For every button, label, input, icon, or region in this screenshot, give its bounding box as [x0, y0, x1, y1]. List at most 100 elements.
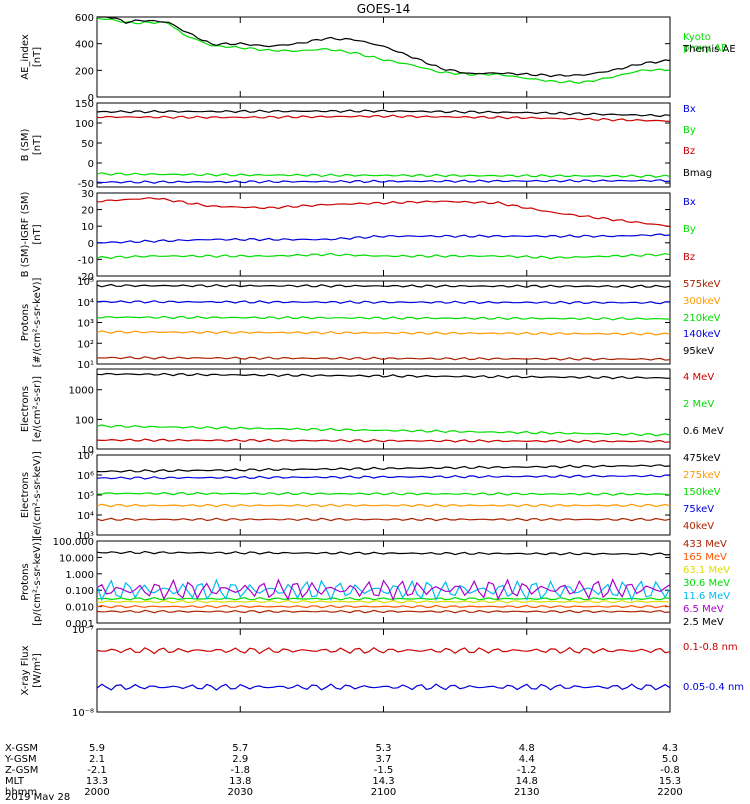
legend-label: Bz — [683, 146, 695, 157]
series-line-electrons_mev-0 — [96, 438, 671, 443]
y-tick-label: 10⁵ — [77, 277, 94, 288]
y-tick-label: 10 — [81, 222, 94, 233]
y-tick-label: -10 — [78, 255, 94, 266]
series-line-electrons_kev-2 — [96, 491, 671, 496]
orbit-value: 14.8 — [516, 776, 538, 787]
legend-label: 475keV — [683, 453, 721, 464]
series-line-bsm-1 — [96, 172, 671, 178]
y-axis-label: Electrons — [20, 386, 31, 432]
series-line-electrons_kev-1 — [96, 503, 671, 508]
legend-label: 150keV — [683, 487, 721, 498]
orbit-value: 13.8 — [229, 776, 251, 787]
orbit-value: 5.3 — [376, 743, 392, 754]
y-axis-label: Protons — [20, 563, 31, 600]
legend-label: 2.5 MeV — [683, 617, 724, 628]
legend-label: 300keV — [683, 296, 721, 307]
series-line-electrons_mev-2 — [96, 372, 671, 380]
orbit-value: 2.9 — [232, 754, 248, 765]
panel-frame-bsm — [96, 102, 671, 188]
y-tick-label: 20 — [81, 206, 94, 217]
orbit-value: 5.9 — [89, 743, 105, 754]
legend-label: 95keV — [683, 346, 714, 357]
y-tick-label: 10¹ — [77, 360, 94, 371]
y-axis-label: [nT] — [32, 135, 43, 155]
y-tick-label: 0.010 — [65, 603, 94, 614]
series-line-xray-0 — [96, 646, 671, 655]
y-tick-label: 10.000 — [59, 553, 94, 564]
series-line-protons_kev-4 — [96, 283, 671, 289]
y-axis-label: B (SM)-IGRF (SM) — [20, 192, 31, 278]
y-axis-label: [nT] — [32, 47, 43, 67]
legend-label: 63.1 MeV — [683, 565, 730, 576]
legend-label: 0.1-0.8 nm — [683, 642, 738, 653]
legend-label: Bmag — [683, 168, 712, 179]
series-line-bigrf-2 — [96, 197, 671, 228]
y-tick-label: 0 — [88, 93, 94, 104]
y-tick-label: 10⁷ — [77, 451, 94, 462]
orbit-value: -1.2 — [517, 765, 537, 776]
orbit-value: 2100 — [371, 787, 396, 798]
orbit-row-label: Z-GSM — [5, 765, 38, 776]
y-tick-label: 100 — [75, 415, 94, 426]
series-line-xray-1 — [96, 683, 671, 691]
y-tick-label: 10³ — [77, 531, 94, 542]
y-tick-label: 30 — [81, 189, 94, 200]
y-tick-label: 200 — [75, 66, 94, 77]
series-line-protons_mev-0 — [96, 609, 671, 614]
orbit-value: 5.7 — [232, 743, 248, 754]
legend-label: Bx — [683, 104, 696, 115]
series-line-electrons_kev-0 — [96, 464, 671, 473]
series-line-protons_kev-0 — [96, 356, 671, 361]
legend-label: 40keV — [683, 521, 714, 532]
y-tick-label: 10³ — [77, 319, 94, 330]
y-axis-label: Electrons — [20, 472, 31, 518]
series-line-ae-0 — [96, 17, 671, 84]
legend-label: 2 MeV — [683, 399, 714, 410]
series-line-bsm-3 — [96, 109, 671, 118]
orbit-value: -0.8 — [660, 765, 680, 776]
y-tick-label: 600 — [75, 13, 94, 24]
panel-frame-protons_kev — [96, 280, 671, 365]
y-tick-label: 10⁴ — [77, 298, 94, 309]
orbit-row-label: hhmm — [5, 787, 37, 798]
y-axis-label: [p/(cm²-s-sr-keV)] — [32, 538, 43, 626]
series-line-bsm-2 — [96, 114, 671, 122]
y-axis-label: AE_index — [20, 34, 31, 80]
panel-frame-electrons_mev — [96, 368, 671, 450]
series-line-ae-1 — [97, 16, 671, 78]
y-tick-label: 10⁵ — [77, 491, 94, 502]
orbit-row-label: X-GSM — [5, 743, 38, 754]
legend-label: 165 MeV — [683, 552, 727, 563]
series-line-protons_kev-1 — [96, 330, 671, 336]
orbit-value: 4.8 — [519, 743, 535, 754]
y-tick-label: 1000 — [69, 386, 94, 397]
orbit-value: -2.1 — [87, 765, 107, 776]
series-line-electrons_mev-1 — [96, 424, 671, 437]
panel-frame-xray — [96, 628, 671, 713]
y-axis-label: [e/(cm²-s-sr)] — [32, 376, 43, 442]
y-tick-label: -50 — [78, 179, 94, 190]
orbit-value: 2200 — [657, 787, 682, 798]
y-tick-label: 100.000 — [53, 537, 94, 548]
series-line-electrons_kev-4 — [96, 517, 671, 522]
legend-label: 433 MeV — [683, 539, 727, 550]
orbit-value: 5.0 — [662, 754, 678, 765]
orbit-value: 4.4 — [519, 754, 535, 765]
series-line-protons_mev-6 — [96, 550, 671, 556]
legend-label: 75keV — [683, 504, 714, 515]
y-tick-label: 1.000 — [65, 570, 94, 581]
legend-label: 0.05-0.4 nm — [683, 682, 744, 693]
series-line-protons_mev-5 — [96, 578, 671, 602]
panel-frame-ae — [96, 16, 671, 98]
series-line-protons_mev-4 — [96, 578, 671, 602]
y-tick-label: 10⁴ — [77, 511, 94, 522]
legend-label: 11.6 MeV — [683, 591, 730, 602]
legend-label: 4 MeV — [683, 372, 714, 383]
orbit-value: 2000 — [84, 787, 109, 798]
orbit-value: -1.5 — [374, 765, 394, 776]
legend-label: 6.5 MeV — [683, 604, 724, 615]
legend-label: Themis AE — [682, 44, 736, 55]
legend-label: 210keV — [683, 313, 721, 324]
